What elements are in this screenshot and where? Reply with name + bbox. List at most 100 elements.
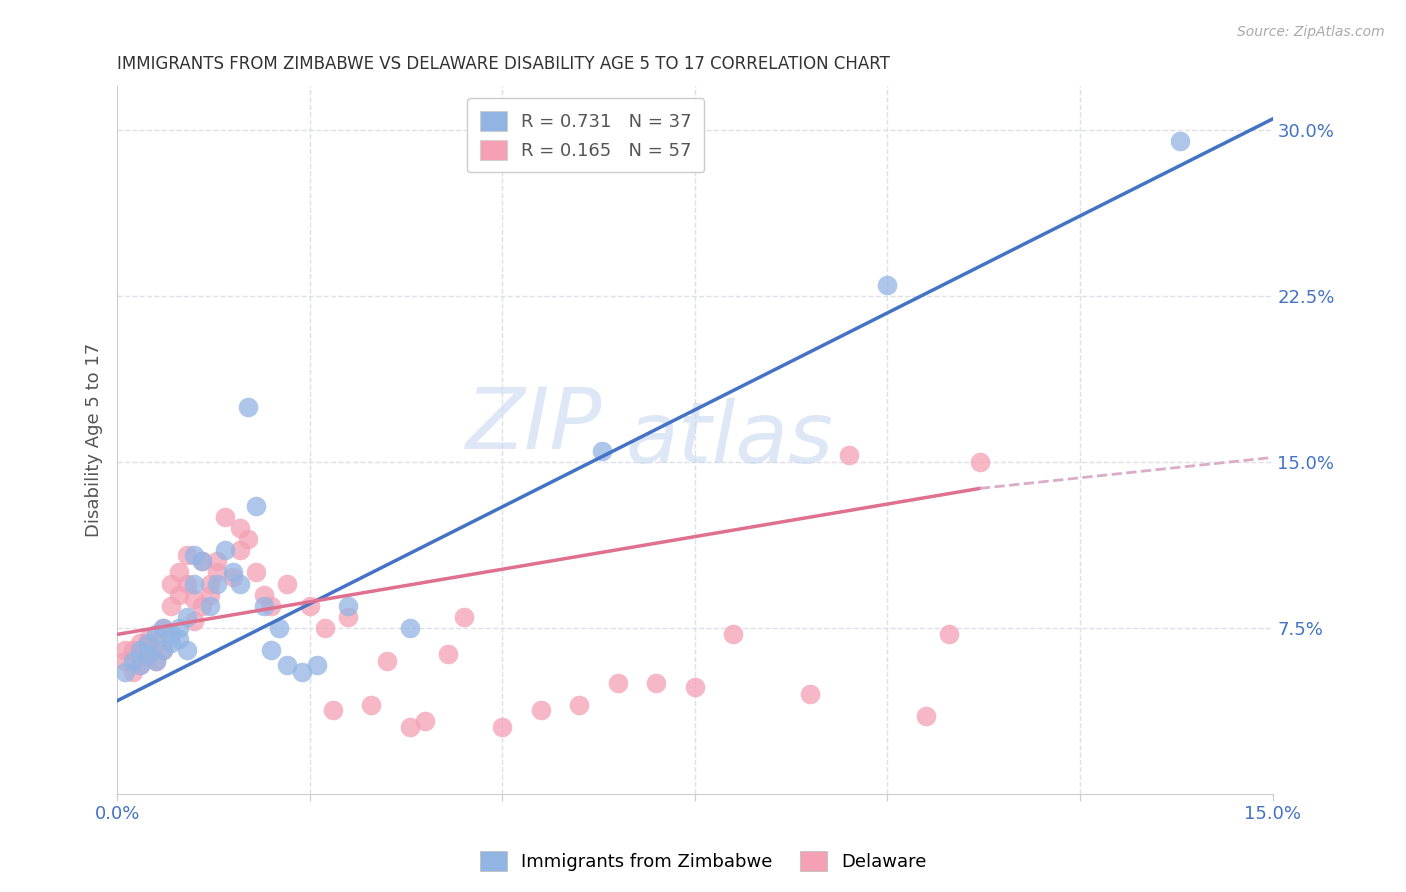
- Point: [252, 588, 274, 602]
- Point: [222, 570, 245, 584]
- Point: [969, 455, 991, 469]
- Point: [938, 627, 960, 641]
- Point: [121, 654, 143, 668]
- Point: [291, 665, 314, 679]
- Point: [207, 554, 229, 568]
- Point: [198, 588, 221, 602]
- Point: [337, 609, 360, 624]
- Point: [314, 621, 336, 635]
- Point: [198, 599, 221, 613]
- Point: [236, 400, 259, 414]
- Point: [114, 665, 136, 679]
- Point: [136, 632, 159, 646]
- Point: [160, 627, 183, 641]
- Point: [915, 709, 938, 723]
- Point: [222, 566, 245, 580]
- Point: [399, 720, 422, 734]
- Point: [606, 676, 628, 690]
- Point: [399, 621, 422, 635]
- Point: [191, 599, 214, 613]
- Point: [136, 649, 159, 664]
- Point: [229, 576, 252, 591]
- Point: [121, 643, 143, 657]
- Point: [491, 720, 513, 734]
- Point: [214, 510, 236, 524]
- Point: [245, 499, 267, 513]
- Point: [360, 698, 382, 713]
- Point: [229, 521, 252, 535]
- Point: [876, 277, 898, 292]
- Point: [252, 599, 274, 613]
- Point: [207, 566, 229, 580]
- Point: [183, 548, 205, 562]
- Point: [176, 643, 198, 657]
- Point: [413, 714, 436, 728]
- Point: [298, 599, 321, 613]
- Point: [152, 621, 174, 635]
- Point: [145, 636, 167, 650]
- Point: [322, 703, 344, 717]
- Point: [375, 654, 398, 668]
- Point: [160, 599, 183, 613]
- Point: [337, 599, 360, 613]
- Point: [167, 632, 190, 646]
- Point: [236, 533, 259, 547]
- Point: [160, 576, 183, 591]
- Point: [145, 627, 167, 641]
- Point: [260, 599, 283, 613]
- Point: [167, 566, 190, 580]
- Point: [229, 543, 252, 558]
- Point: [183, 576, 205, 591]
- Point: [683, 681, 706, 695]
- Point: [167, 588, 190, 602]
- Point: [152, 621, 174, 635]
- Y-axis label: Disability Age 5 to 17: Disability Age 5 to 17: [86, 343, 103, 537]
- Point: [129, 636, 152, 650]
- Text: IMMIGRANTS FROM ZIMBABWE VS DELAWARE DISABILITY AGE 5 TO 17 CORRELATION CHART: IMMIGRANTS FROM ZIMBABWE VS DELAWARE DIS…: [117, 55, 890, 73]
- Point: [591, 443, 613, 458]
- Point: [136, 636, 159, 650]
- Point: [176, 576, 198, 591]
- Point: [453, 609, 475, 624]
- Point: [645, 676, 668, 690]
- Point: [198, 576, 221, 591]
- Point: [114, 654, 136, 668]
- Point: [152, 643, 174, 657]
- Point: [214, 543, 236, 558]
- Point: [799, 687, 821, 701]
- Point: [276, 576, 298, 591]
- Point: [183, 592, 205, 607]
- Point: [530, 703, 553, 717]
- Point: [145, 654, 167, 668]
- Point: [245, 566, 267, 580]
- Point: [136, 648, 159, 662]
- Point: [1168, 134, 1191, 148]
- Point: [437, 648, 460, 662]
- Legend: Immigrants from Zimbabwe, Delaware: Immigrants from Zimbabwe, Delaware: [472, 844, 934, 879]
- Point: [307, 658, 329, 673]
- Point: [838, 448, 860, 462]
- Point: [191, 554, 214, 568]
- Point: [129, 658, 152, 673]
- Point: [568, 698, 591, 713]
- Point: [114, 643, 136, 657]
- Point: [207, 576, 229, 591]
- Point: [267, 621, 290, 635]
- Point: [191, 554, 214, 568]
- Text: atlas: atlas: [626, 398, 834, 482]
- Point: [152, 643, 174, 657]
- Point: [276, 658, 298, 673]
- Text: ZIP: ZIP: [467, 384, 602, 467]
- Legend: R = 0.731   N = 37, R = 0.165   N = 57: R = 0.731 N = 37, R = 0.165 N = 57: [467, 98, 704, 172]
- Point: [723, 627, 745, 641]
- Point: [121, 665, 143, 679]
- Point: [145, 654, 167, 668]
- Point: [183, 614, 205, 628]
- Point: [167, 621, 190, 635]
- Point: [176, 548, 198, 562]
- Point: [260, 643, 283, 657]
- Text: Source: ZipAtlas.com: Source: ZipAtlas.com: [1237, 25, 1385, 39]
- Point: [129, 643, 152, 657]
- Point: [176, 609, 198, 624]
- Point: [160, 636, 183, 650]
